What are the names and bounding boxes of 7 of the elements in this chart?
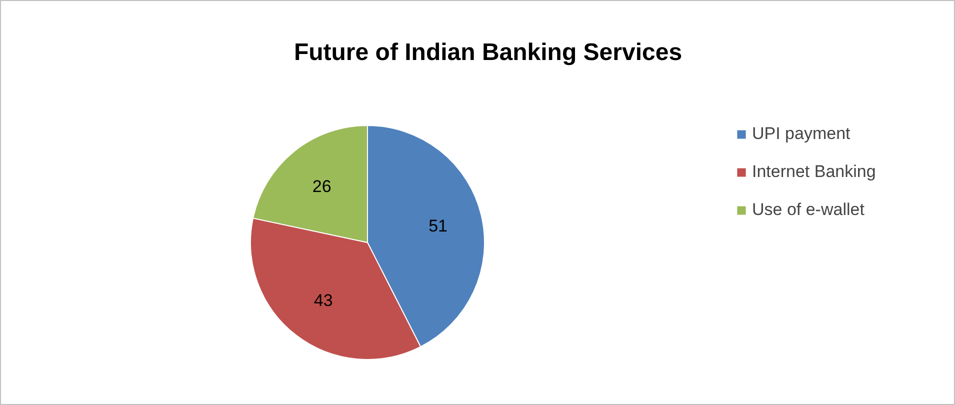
chart-title: Future of Indian Banking Services (294, 39, 682, 66)
data-label: 43 (314, 291, 333, 310)
data-label: 51 (428, 216, 448, 236)
legend-label: UPI payment (752, 124, 850, 144)
legend-label: Use of e-wallet (752, 200, 864, 220)
legend-label: Internet Banking (752, 162, 876, 182)
data-label: 26 (312, 177, 332, 196)
